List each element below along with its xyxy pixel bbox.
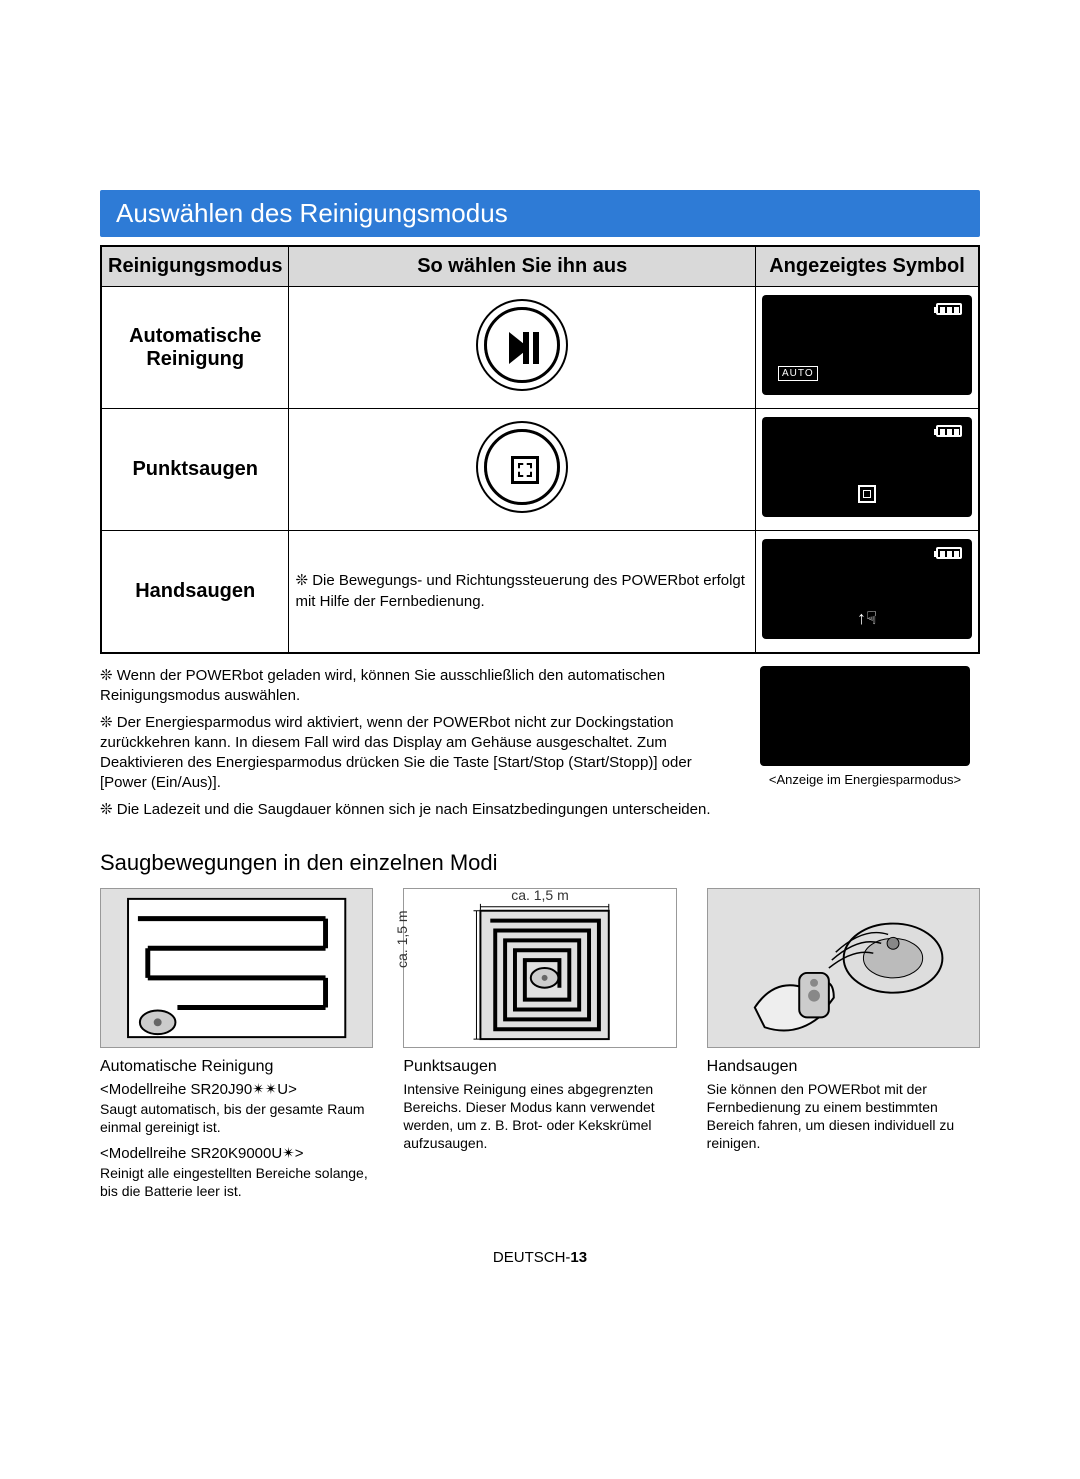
modi-auto-col: Automatische Reinigung <Modellreihe SR20…: [100, 888, 373, 1209]
mode-manual-label: Handsaugen: [101, 531, 289, 654]
battery-icon: [936, 303, 962, 315]
modi-diagrams-row: Automatische Reinigung <Modellreihe SR20…: [100, 888, 980, 1209]
table-row: Handsaugen ❊ Die Bewegungs- und Richtung…: [101, 531, 979, 654]
col-header-mode: Reinigungsmodus: [101, 246, 289, 287]
modi-manual-title: Handsaugen: [707, 1058, 980, 1076]
spot-display-icon: [858, 485, 876, 503]
modi-spot-desc: Intensive Reinigung eines abgegrenzten B…: [403, 1080, 676, 1153]
zigzag-diagram-icon: [100, 888, 373, 1048]
col-header-select: So wählen Sie ihn aus: [289, 246, 756, 287]
display-auto-icon: AUTO: [762, 295, 972, 395]
notes-section: ❊ Wenn der POWERbot geladen wird, können…: [100, 666, 980, 826]
dim-left-label: ca. 1,5 m: [394, 910, 410, 968]
symbol-spot-cell: [756, 409, 980, 531]
modi-auto-desc2: Reinigt alle eingestellten Bereiche sola…: [100, 1164, 373, 1200]
footer-page: 13: [570, 1249, 587, 1266]
subsection-heading: Saugbewegungen in den einzelnen Modi: [100, 850, 980, 876]
hand-display-icon: ↑☟: [857, 608, 877, 629]
footer-lang: DEUTSCH-: [493, 1249, 571, 1266]
notes-text: ❊ Wenn der POWERbot geladen wird, können…: [100, 666, 730, 826]
select-manual-cell: ❊ Die Bewegungs- und Richtungssteuerung …: [289, 531, 756, 654]
select-auto-cell: [289, 287, 756, 409]
table-row: Punktsaugen: [101, 409, 979, 531]
note-item: ❊ Wenn der POWERbot geladen wird, können…: [100, 666, 730, 707]
symbol-auto-cell: AUTO: [756, 287, 980, 409]
symbol-manual-cell: ↑☟: [756, 531, 980, 654]
modi-auto-desc1: Saugt automatisch, bis der gesamte Raum …: [100, 1100, 373, 1136]
mode-spot-label: Punktsaugen: [101, 409, 289, 531]
display-manual-icon: ↑☟: [762, 539, 972, 639]
battery-icon: [936, 425, 962, 437]
col-header-symbol: Angezeigtes Symbol: [756, 246, 980, 287]
modi-spot-col: ca. 1,5 m ca. 1,5 m Punktsaugen Intensiv…: [403, 888, 676, 1209]
modi-manual-desc: Sie können den POWERbot mit der Fernbedi…: [707, 1080, 980, 1153]
modi-manual-col: Handsaugen Sie können den POWERbot mit d…: [707, 888, 980, 1209]
energy-display-icon: [760, 666, 970, 766]
modi-spot-title: Punktsaugen: [403, 1058, 676, 1076]
mode-auto-label: AutomatischeReinigung: [101, 287, 289, 409]
play-pause-icon: [484, 307, 560, 383]
note-item: ❊ Die Ladezeit und die Saugdauer können …: [100, 800, 730, 820]
modi-auto-title: Automatische Reinigung: [100, 1058, 373, 1076]
remote-diagram-icon: [707, 888, 980, 1048]
dim-top-label: ca. 1,5 m: [511, 887, 569, 903]
page-footer: DEUTSCH-13: [100, 1249, 980, 1266]
modes-table: Reinigungsmodus So wählen Sie ihn aus An…: [100, 245, 980, 654]
section-title: Auswählen des Reinigungsmodus: [100, 190, 980, 237]
modi-auto-sub1: <Modellreihe SR20J90✴✴U>: [100, 1080, 373, 1098]
modi-auto-sub2: <Modellreihe SR20K9000U✴>: [100, 1144, 373, 1162]
select-spot-cell: [289, 409, 756, 531]
spiral-diagram-icon: ca. 1,5 m ca. 1,5 m: [403, 888, 676, 1048]
energy-caption: <Anzeige im Energiesparmodus>: [750, 772, 980, 787]
display-spot-icon: [762, 417, 972, 517]
auto-badge-icon: AUTO: [778, 366, 818, 381]
note-item: ❊ Der Energiesparmodus wird aktiviert, w…: [100, 713, 730, 794]
spot-button-icon: [484, 429, 560, 505]
table-row: AutomatischeReinigung AUTO: [101, 287, 979, 409]
battery-icon: [936, 547, 962, 559]
energy-display-block: <Anzeige im Energiesparmodus>: [750, 666, 980, 787]
